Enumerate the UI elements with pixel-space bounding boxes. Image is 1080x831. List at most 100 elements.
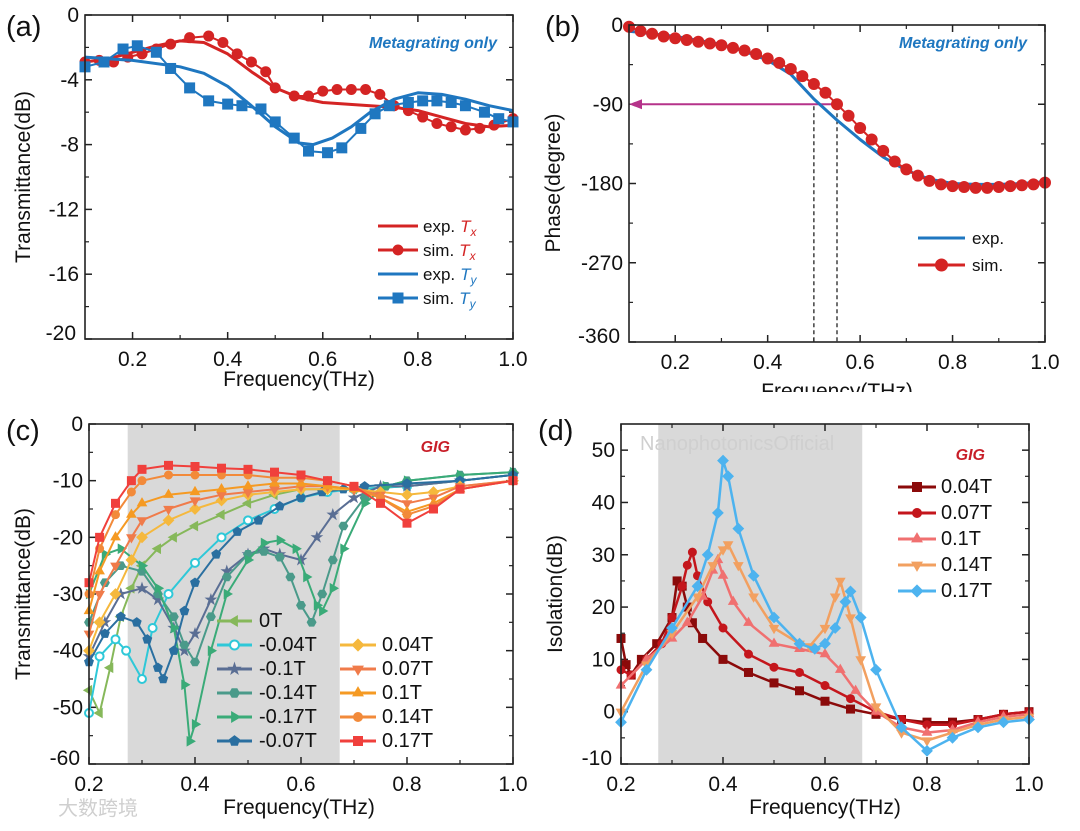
series-exp.Tx: [84, 39, 514, 129]
data-point: [946, 180, 959, 193]
data-point: [285, 572, 296, 582]
data-point: [698, 633, 708, 643]
data-point: [115, 611, 126, 621]
data-point: [190, 470, 200, 480]
data-point: [217, 463, 226, 473]
data-point: [217, 37, 229, 49]
data-point: [707, 562, 719, 572]
legend-label-text: 0.17T: [382, 730, 433, 752]
legend-label-text: exp.: [423, 217, 455, 236]
data-point: [94, 565, 105, 575]
data-point: [844, 585, 857, 598]
y-tick-label: 50: [592, 439, 615, 462]
data-point: [164, 460, 173, 470]
x-tick-label: 0.8: [392, 773, 421, 796]
legend-label-text: -0.07T: [259, 730, 317, 752]
data-point: [992, 181, 1005, 194]
data-point: [459, 124, 471, 136]
y-tick-label: -90: [593, 93, 623, 116]
data-point: [369, 108, 381, 120]
series-exp.Ty: [84, 55, 514, 147]
data-point: [402, 518, 412, 528]
panel-letter: (a): [6, 11, 41, 43]
data-point: [204, 592, 218, 606]
data-point: [131, 40, 143, 52]
y-tick-label: -8: [60, 134, 79, 157]
legend-label-text: 0.14T: [382, 706, 433, 728]
data-point: [669, 32, 682, 45]
x-tick-label: 0.8: [403, 348, 432, 371]
x-axis-title: Frequency(THz): [749, 796, 901, 819]
data-point: [703, 37, 716, 50]
legend-item: 0.04T: [898, 476, 992, 498]
data-point: [136, 517, 148, 527]
legend-label-text: 0T: [259, 610, 282, 632]
x-tick-label: 0.2: [661, 351, 690, 374]
data-point: [417, 95, 429, 107]
data-point: [260, 537, 271, 549]
data-point: [402, 96, 414, 108]
data-point: [345, 84, 357, 96]
legend-label: 0.1T: [382, 682, 422, 704]
legend-item: 0.07T: [898, 502, 992, 524]
legend-symbol: T: [459, 289, 471, 308]
data-point: [216, 482, 227, 493]
legend-symbol: T: [459, 241, 471, 260]
watermark-left: 大数跨境: [58, 797, 138, 820]
legend: exp. sim.: [918, 229, 1004, 275]
data-point: [459, 100, 471, 112]
data-point: [355, 122, 367, 134]
series-line: [88, 479, 514, 634]
x-tick-label: 0.6: [286, 773, 315, 796]
data-point: [162, 514, 175, 527]
data-point: [274, 552, 285, 562]
arrow-head: [629, 99, 642, 110]
data-point: [111, 498, 120, 508]
legend-item: 0.1T: [340, 682, 422, 704]
legend-label-text: 0.07T: [382, 658, 433, 680]
legend-marker: [229, 688, 240, 698]
data-point: [98, 56, 110, 68]
data-point: [768, 624, 780, 635]
plot-frame: [620, 423, 1030, 765]
data-point: [646, 27, 659, 40]
series-line: [88, 474, 514, 595]
plot-frame: [628, 24, 1046, 343]
legend-label-text: sim.: [423, 241, 454, 260]
data-point: [829, 593, 841, 603]
y-tick-label: 0: [67, 4, 79, 27]
data-point: [717, 546, 729, 556]
annotation-label: Metagrating only: [899, 35, 1028, 52]
data-point: [687, 547, 697, 557]
data-point: [349, 481, 359, 491]
legend-subscript: y: [470, 273, 478, 287]
data-point: [493, 113, 505, 125]
data-point: [666, 622, 678, 634]
data-point: [110, 531, 121, 541]
data-point: [296, 470, 306, 480]
data-point: [374, 88, 386, 100]
data-point: [969, 181, 982, 194]
data-point: [150, 46, 162, 58]
data-point: [111, 510, 120, 520]
data-point: [722, 470, 735, 483]
data-point: [323, 476, 332, 486]
legend-label: 0.17T: [382, 730, 433, 752]
data-point: [269, 116, 281, 128]
x-tick-label: 0.4: [708, 773, 738, 796]
annotation-label: GIG: [421, 439, 450, 456]
data-point: [921, 744, 933, 757]
data-point: [103, 662, 114, 674]
legend-item: exp. Ty: [378, 265, 478, 287]
legend-label-text: -0.1T: [259, 658, 306, 680]
data-point: [417, 111, 429, 123]
x-tick-label: 0.2: [74, 773, 103, 796]
y-tick-label: -12: [49, 198, 79, 221]
data-point: [681, 616, 693, 626]
panel-a: 0.2 0.4 0.6 0.8 1.0 0 -4 -8 -12 -16 -20 (a) Frequenc…: [6, 4, 528, 391]
data-point: [131, 617, 142, 627]
data-point: [327, 555, 338, 565]
legend-symbol: T: [460, 265, 472, 284]
data-point: [820, 696, 830, 706]
data-point: [819, 624, 831, 635]
